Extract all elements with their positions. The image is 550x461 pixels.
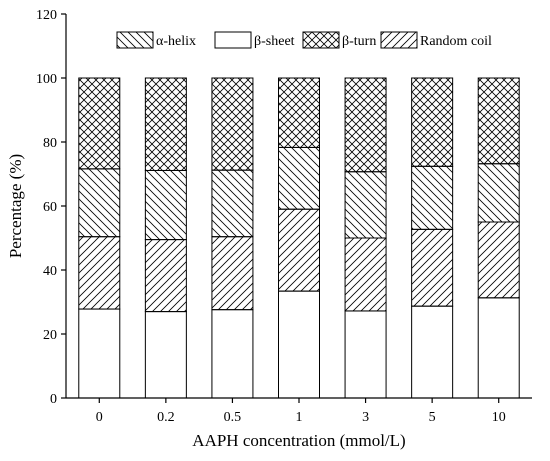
y-tick-label: 40	[43, 264, 57, 279]
legend-item-beta-sheet: β-sheet	[214, 31, 295, 49]
y-tick-label: 0	[50, 392, 57, 407]
x-tick-label: 1	[296, 410, 303, 425]
bar-random-coil-1	[278, 208, 320, 292]
y-tick-label: 100	[36, 72, 57, 87]
y-axis-ticks: 0 20 40 60 80 100 120	[36, 8, 66, 407]
legend-label: α-helix	[156, 34, 196, 49]
legend-swatch	[214, 31, 252, 49]
bar-beta-turn-10	[477, 77, 520, 165]
bar-beta-turn-1	[278, 77, 320, 148]
legend-label: β-turn	[342, 34, 376, 49]
legend-swatch	[380, 31, 418, 49]
bar-beta-sheet-10	[477, 297, 520, 399]
legend-label: Random coil	[420, 34, 492, 49]
y-tick-label: 120	[36, 8, 57, 23]
x-tick-label: 0	[96, 410, 103, 425]
x-tick-label: 5	[429, 410, 436, 425]
bar-beta-sheet-0-5	[211, 309, 254, 399]
y-tick-label: 20	[43, 328, 57, 343]
bar-random-coil-0	[78, 236, 121, 310]
bar-alpha-helix-0-5	[211, 169, 254, 238]
bar-beta-turn-3	[344, 77, 387, 173]
legend-item-alpha-helix: α-helix	[116, 31, 196, 49]
legend-label: β-sheet	[254, 34, 295, 49]
bar-random-coil-3	[344, 237, 387, 312]
legend-item-beta-turn: β-turn	[302, 31, 376, 49]
y-tick-label: 80	[43, 136, 57, 151]
legend-swatch	[116, 31, 154, 49]
bar-beta-sheet-5	[411, 305, 454, 399]
bar-random-coil-5	[411, 228, 454, 307]
legend-item-random-coil: Random coil	[380, 31, 492, 49]
bar-beta-turn-0-2	[144, 77, 187, 171]
bar-beta-sheet-0	[78, 308, 121, 399]
bar-alpha-helix-5	[411, 165, 454, 230]
bar-random-coil-0-5	[211, 236, 254, 311]
bar-beta-turn-0	[78, 77, 121, 170]
bar-beta-turn-5	[411, 77, 454, 167]
x-tick-label: 0.2	[157, 410, 175, 425]
legend: α-helix β-sheet β-turn Random coil	[116, 31, 492, 49]
y-tick-label: 60	[43, 200, 57, 215]
bar-alpha-helix-0-2	[144, 169, 187, 241]
bar-beta-sheet-3	[344, 310, 387, 399]
bar-alpha-helix-0	[78, 168, 121, 238]
bars-layer	[78, 77, 520, 399]
bar-alpha-helix-1	[278, 146, 320, 210]
bar-random-coil-10	[477, 221, 520, 299]
bar-beta-sheet-0-2	[144, 311, 187, 399]
x-axis-title: AAPH concentration (mmol/L)	[192, 431, 405, 450]
bar-random-coil-0-2	[144, 239, 187, 313]
x-axis-ticks: 0 0.2 0.5 1 3 5 10	[96, 398, 506, 425]
y-axis-title: Percentage (%)	[6, 154, 25, 258]
bar-alpha-helix-3	[344, 171, 387, 239]
x-tick-label: 0.5	[224, 410, 242, 425]
bar-beta-sheet-1	[278, 290, 320, 399]
legend-swatch	[302, 31, 340, 49]
bar-beta-turn-0-5	[211, 77, 254, 171]
bar-alpha-helix-10	[477, 163, 520, 223]
x-tick-label: 10	[492, 410, 506, 425]
x-tick-label: 3	[362, 410, 369, 425]
